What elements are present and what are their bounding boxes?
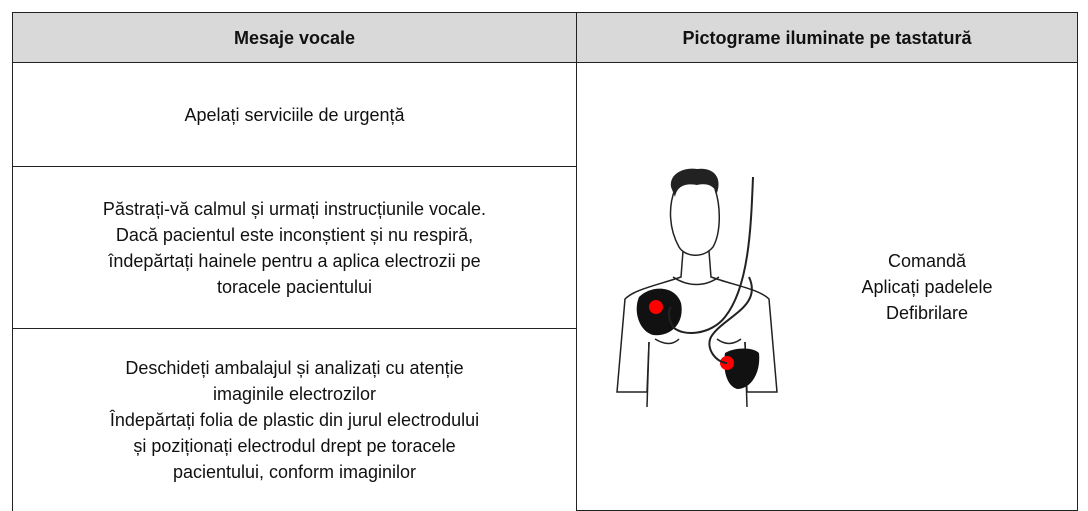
message-cell: Apelați serviciile de urgență [12, 62, 577, 167]
text-line: Deschideți ambalajul și analizați cu ate… [125, 357, 464, 378]
message-cell: Deschideți ambalajul și analizați cu ate… [12, 328, 577, 511]
text-line: și poziționați electrodul drept pe torac… [133, 435, 456, 456]
text-line: Aplicați padelele [861, 276, 993, 297]
text-line: Defibrilare [885, 302, 969, 323]
text-line: pacientului, conform imaginilor [172, 461, 417, 482]
voice-table: Mesaje vocale Pictograme iluminate pe ta… [12, 12, 1078, 511]
text-line: Apelați serviciile de urgență [184, 104, 405, 125]
text-line: îndepărtați hainele pentru a aplica elec… [108, 250, 481, 271]
pictogram-cell: Comandă Aplicați padelele Defibrilare [576, 62, 1078, 511]
pictogram-caption: Comandă Aplicați padelele Defibrilare [783, 248, 1071, 326]
text-line: Dacă pacientul este inconștient și nu re… [115, 224, 474, 245]
text-line: toracele pacientului [216, 276, 373, 297]
message-cell: Păstrați-vă calmul și urmați instrucțiun… [12, 166, 577, 329]
text-line: Îndepărtați folia de plastic din jurul e… [109, 409, 480, 430]
pictogram: Comandă Aplicați padelele Defibrilare [583, 167, 1071, 407]
header-row: Mesaje vocale Pictograme iluminate pe ta… [12, 12, 1078, 63]
header-cell: Pictograme iluminate pe tastatură [576, 12, 1078, 63]
text-line: Păstrați-vă calmul și urmați instrucțiun… [102, 198, 487, 219]
row: Deschideți ambalajul și analizați cu ate… [12, 328, 1078, 511]
row: Apelați serviciile de urgență [12, 62, 1078, 511]
row: Păstrați-vă calmul și urmați instrucțiun… [12, 166, 1078, 329]
electrode-illustration [616, 168, 778, 407]
text-line: imaginile electrozilor [212, 383, 377, 404]
header-cell: Mesaje vocale [12, 12, 577, 63]
text-line: Comandă [887, 250, 967, 271]
